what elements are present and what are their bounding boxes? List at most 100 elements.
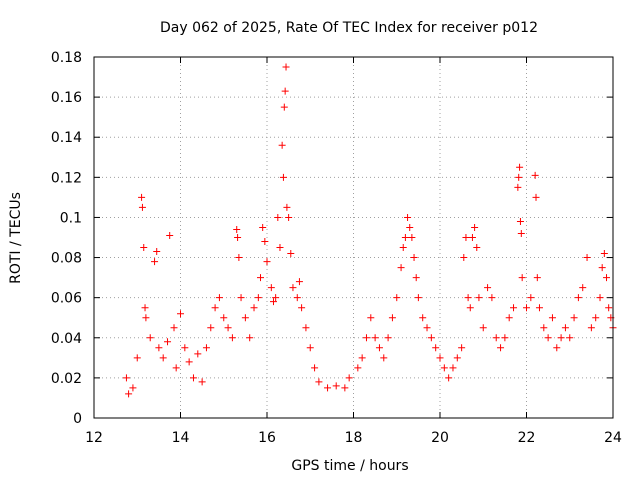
- y-tick-label: 0.16: [51, 90, 82, 106]
- data-point: [371, 334, 379, 342]
- data-point: [140, 244, 148, 252]
- data-point: [475, 294, 483, 302]
- data-point: [414, 294, 422, 302]
- data-point: [235, 254, 243, 262]
- data-point: [311, 364, 319, 372]
- data-point: [375, 344, 383, 352]
- data-point: [272, 294, 280, 302]
- data-point: [354, 364, 362, 372]
- data-point: [557, 334, 565, 342]
- data-point: [181, 344, 189, 352]
- data-point: [535, 304, 543, 312]
- data-point: [445, 374, 453, 382]
- data-point: [432, 344, 440, 352]
- data-point: [518, 274, 526, 282]
- data-point: [138, 193, 146, 201]
- data-point: [401, 234, 409, 241]
- data-point: [548, 314, 556, 322]
- data-point: [527, 294, 535, 302]
- x-tick-label: 24: [604, 430, 622, 446]
- data-point: [295, 278, 303, 286]
- data-point: [164, 338, 172, 346]
- data-point: [570, 314, 578, 322]
- data-point: [254, 294, 262, 302]
- data-point: [267, 284, 275, 292]
- data-point: [153, 248, 161, 256]
- data-point: [587, 324, 595, 332]
- data-point: [341, 384, 349, 392]
- data-point: [516, 163, 524, 171]
- data-point: [449, 364, 457, 372]
- data-point: [151, 258, 159, 266]
- data-point: [233, 225, 241, 233]
- data-point: [241, 314, 249, 322]
- data-point: [228, 334, 236, 342]
- x-tick-label: 18: [345, 430, 363, 446]
- data-point: [553, 344, 561, 352]
- data-point: [155, 344, 163, 352]
- x-tick-labels: 12 14 16 18 20 22 24: [85, 430, 622, 446]
- data-point: [566, 334, 574, 342]
- x-tick-label: 22: [518, 430, 536, 446]
- data-point: [574, 294, 582, 302]
- y-tick-label: 0.08: [51, 251, 82, 267]
- data-point: [172, 364, 180, 372]
- data-point: [603, 274, 611, 282]
- data-point: [412, 274, 420, 282]
- y-tick-label: 0.06: [51, 291, 82, 307]
- data-point: [332, 382, 340, 390]
- data-point: [261, 238, 269, 246]
- x-tick-label: 12: [85, 430, 103, 446]
- x-tick-label: 20: [431, 430, 449, 446]
- data-point: [345, 374, 353, 382]
- data-point: [246, 334, 254, 342]
- data-point: [501, 334, 509, 342]
- data-point: [315, 378, 323, 386]
- data-point: [471, 223, 479, 231]
- data-point: [185, 358, 193, 366]
- data-point: [194, 350, 202, 358]
- data-point: [393, 294, 401, 302]
- y-tick-label: 0.04: [51, 331, 82, 347]
- data-point: [410, 254, 418, 262]
- data-point: [516, 217, 524, 225]
- data-point: [279, 173, 287, 181]
- data-points: [122, 63, 617, 398]
- data-point: [592, 314, 600, 322]
- data-point: [440, 364, 448, 372]
- y-tick-label: 0: [73, 411, 82, 427]
- data-point: [129, 384, 137, 392]
- data-point: [202, 344, 210, 352]
- data-point: [298, 304, 306, 312]
- data-point: [293, 294, 301, 302]
- y-tick-label: 0.18: [51, 50, 82, 66]
- data-point: [523, 304, 530, 312]
- data-point: [561, 324, 569, 332]
- data-point: [141, 304, 149, 312]
- chart-title: Day 062 of 2025, Rate Of TEC Index for r…: [160, 20, 538, 36]
- y-tick-labels: 0 0.02 0.04 0.06 0.08 0.1 0.12 0.14 0.16 0.18: [51, 50, 82, 427]
- data-point: [170, 324, 178, 332]
- data-point: [306, 344, 314, 352]
- data-point: [404, 213, 412, 221]
- data-point: [122, 374, 130, 382]
- data-point: [367, 314, 375, 322]
- data-point: [133, 354, 141, 362]
- data-point: [287, 250, 295, 258]
- data-point: [460, 254, 468, 262]
- data-point: [598, 264, 606, 272]
- data-point: [579, 284, 587, 292]
- data-point: [250, 304, 258, 312]
- data-point: [466, 304, 474, 312]
- data-point: [280, 103, 288, 111]
- data-point: [464, 294, 472, 302]
- data-point: [458, 344, 466, 352]
- data-point: [514, 183, 522, 191]
- data-point: [259, 223, 267, 231]
- y-tick-label: 0.12: [51, 170, 82, 186]
- data-point: [302, 324, 310, 332]
- data-point: [423, 324, 431, 332]
- data-point: [479, 324, 487, 332]
